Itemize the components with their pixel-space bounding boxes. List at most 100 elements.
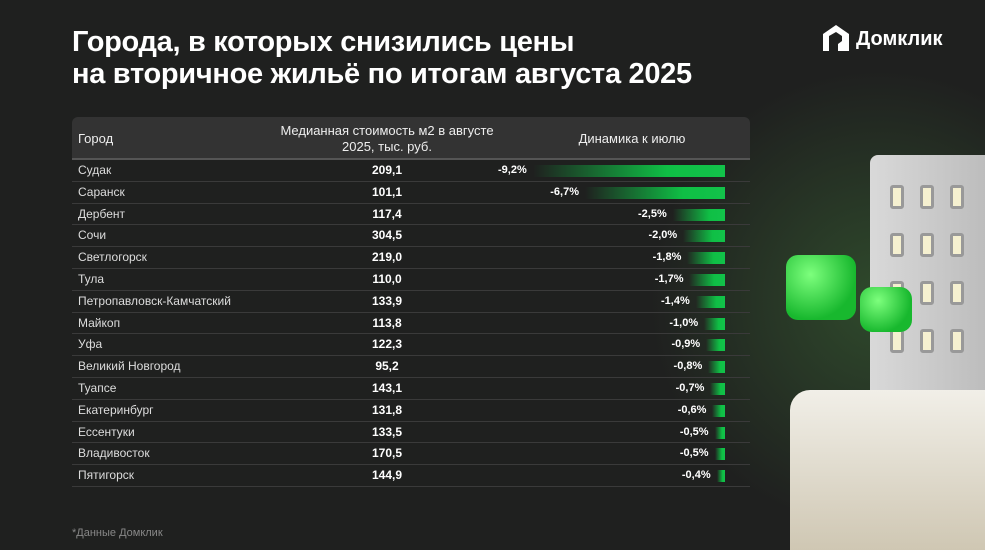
change-bar [716, 470, 725, 483]
tree-illustration [786, 255, 856, 320]
window-illustration [890, 185, 904, 209]
table-row: Туапсе 143,1 -0,7% [72, 378, 750, 400]
city-name: Судак [78, 163, 112, 177]
change-bar [704, 317, 725, 330]
change-label: -1,7% [654, 272, 684, 285]
change-bar [584, 186, 725, 199]
change-label: -1,0% [669, 316, 699, 329]
change-bar [710, 382, 725, 395]
change-label: -1,4% [661, 294, 690, 307]
cities-table: Город Медианная стоимость м2 в августе 2… [72, 117, 750, 487]
city-name: Уфа [78, 337, 103, 352]
median-price: 101,1 [371, 184, 403, 199]
median-price: 304,5 [371, 228, 403, 243]
change-bar [683, 230, 725, 243]
table-row: Ессентуки 133,5 -0,5% [72, 422, 750, 444]
city-name: Тула [78, 271, 105, 286]
median-price: 144,9 [371, 468, 403, 483]
change-label: -0,5% [679, 447, 709, 460]
table-row: Пятигорск 144,9 -0,4% [72, 465, 750, 487]
change-bar [706, 339, 725, 352]
pedestal-illustration [790, 390, 985, 550]
change-bar [532, 165, 725, 177]
change-label: -2,0% [648, 229, 678, 242]
title-line-1: Города, в которых снизились цены [72, 26, 575, 58]
median-price: 133,5 [371, 424, 403, 439]
change-label: -0,8% [673, 360, 703, 373]
table-row: Светлогорск 219,0 -1,8% [72, 247, 750, 269]
city-name: Сочи [78, 228, 107, 243]
city-name: Саранск [78, 184, 125, 199]
median-price: 117,4 [372, 206, 402, 221]
change-label: -0,6% [677, 403, 707, 416]
change-label: -0,7% [675, 381, 705, 394]
table-row: Майкоп 113,8 -1,0% [72, 313, 750, 335]
city-name: Великий Новгород [78, 359, 181, 374]
change-label: -0,5% [679, 425, 709, 438]
table-row: Сочи 304,5 -2,0% [72, 225, 750, 248]
change-bar [687, 252, 725, 265]
change-bar [714, 426, 725, 439]
table-row: Уфа 122,3 -0,9% [72, 334, 750, 357]
window-illustration [950, 281, 964, 305]
table-row: Саранск 101,1 -6,7% [72, 182, 750, 204]
city-name: Светлогорск [78, 250, 147, 265]
window-illustration [950, 185, 964, 209]
table-row: Владивосток 170,5 -0,5% [72, 443, 750, 466]
city-name: Пятигорск [78, 468, 135, 483]
window-illustration [950, 329, 964, 353]
city-name: Ессентуки [78, 424, 135, 439]
table-row: Петропавловск-Камчатский 133,9 -1,4% [72, 291, 750, 313]
change-label: -0,4% [681, 469, 711, 482]
table-row: Тула 110,0 -1,7% [72, 269, 750, 291]
median-price: 131,8 [371, 402, 403, 417]
change-bar [695, 295, 725, 308]
median-price: 219,0 [371, 250, 403, 265]
median-price: 209,1 [371, 163, 403, 177]
house-logo-icon [823, 25, 849, 51]
change-label: -2,5% [638, 207, 667, 220]
title-line-2: на вторичное жильё по итогам августа 202… [72, 58, 692, 90]
header-price: Медианная стоимость м2 в августе 2025, т… [280, 122, 494, 154]
window-illustration [890, 329, 904, 353]
header-change: Динамика к июлю [578, 130, 686, 146]
change-bar [712, 404, 725, 417]
change-bar [672, 208, 725, 221]
median-price: 170,5 [371, 446, 403, 461]
domclick-logo: Домклик [822, 24, 943, 54]
city-name: Дербент [78, 206, 126, 221]
table-row: Великий Новгород 95,2 -0,8% [72, 356, 750, 378]
median-price: 122,3 [371, 337, 403, 352]
tree-illustration-small [860, 287, 912, 332]
change-label: -1,8% [652, 251, 682, 264]
change-bar [708, 361, 725, 374]
window-illustration [920, 329, 934, 353]
city-name: Туапсе [78, 380, 117, 395]
city-name: Екатеринбург [78, 402, 154, 417]
source-note: *Данные Домклик [72, 527, 163, 539]
median-price: 143,1 [371, 380, 403, 395]
table-row: Дербент 117,4 -2,5% [72, 204, 750, 226]
median-price: 113,8 [372, 315, 402, 330]
median-price: 133,9 [371, 293, 403, 308]
change-bar [689, 273, 725, 286]
window-illustration [950, 233, 964, 257]
window-illustration [920, 233, 934, 257]
window-illustration [920, 281, 934, 305]
change-label: -6,7% [550, 185, 579, 198]
window-illustration [890, 233, 904, 257]
table-row: Судак 209,1 -9,2% [72, 160, 750, 182]
logo-text: Домклик [856, 27, 943, 50]
city-name: Петропавловск-Камчатский [78, 293, 231, 308]
change-label: -0,9% [671, 338, 701, 351]
window-illustration [920, 185, 934, 209]
city-name: Майкоп [78, 315, 121, 330]
median-price: 95,2 [375, 359, 399, 374]
change-bar [714, 448, 725, 461]
table-header: Город Медианная стоимость м2 в августе 2… [72, 117, 750, 160]
median-price: 110,0 [372, 271, 402, 286]
page-title: Города, в которых снизились цены на втор… [72, 26, 692, 90]
change-label: -9,2% [497, 164, 527, 176]
city-name: Владивосток [78, 446, 150, 461]
table-row: Екатеринбург 131,8 -0,6% [72, 400, 750, 422]
